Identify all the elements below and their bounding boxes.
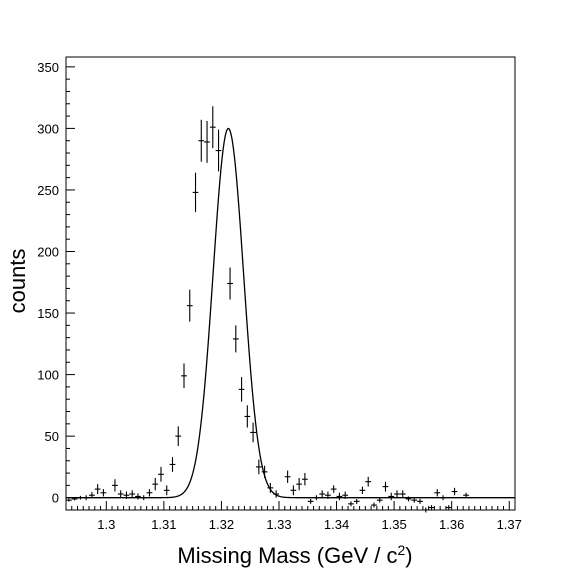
y-tick-label: 350 (37, 60, 59, 75)
data-point (198, 119, 205, 162)
plot-frame (65, 56, 516, 511)
data-point (330, 485, 337, 493)
data-point (319, 490, 326, 498)
x-tick-label: 1.37 (497, 517, 522, 532)
y-tick-label: 150 (37, 306, 59, 321)
y-tick-label: 50 (45, 429, 59, 444)
x-tick-label: 1.32 (209, 517, 234, 532)
data-point (163, 485, 170, 496)
x-tick-label: 1.36 (439, 517, 464, 532)
data-point (232, 325, 239, 353)
data-point (388, 492, 395, 501)
data-point (296, 477, 303, 491)
data-point (307, 498, 314, 504)
data-point (422, 507, 429, 513)
data-point (255, 459, 262, 475)
data-marks (66, 106, 469, 513)
data-point (463, 492, 469, 498)
data-point (250, 422, 256, 443)
y-tick-label: 300 (37, 121, 59, 136)
x-tick-label: 1.35 (381, 517, 406, 532)
data-point (209, 106, 216, 149)
data-point (302, 473, 308, 486)
data-point (238, 377, 245, 402)
data-point (371, 502, 377, 508)
data-point (411, 497, 418, 503)
data-point (152, 477, 159, 491)
data-point (348, 501, 354, 507)
y-tick-label: 100 (37, 368, 59, 383)
data-point (158, 466, 164, 482)
data-point (146, 489, 153, 497)
data-point (129, 490, 136, 498)
data-point (353, 498, 360, 504)
data-point (336, 492, 343, 501)
data-point (399, 490, 406, 498)
data-point (417, 498, 423, 504)
y-tick-label: 200 (37, 244, 59, 259)
fit-curve (66, 127, 515, 499)
x-tick-label: 1.33 (266, 517, 291, 532)
data-point (135, 493, 141, 500)
data-point (244, 405, 251, 428)
data-point (445, 505, 452, 510)
data-point (117, 490, 124, 498)
data-point (215, 129, 222, 172)
data-point (192, 172, 199, 213)
data-point (428, 505, 435, 510)
data-point (112, 479, 118, 492)
x-tick-label: 1.34 (324, 517, 349, 532)
y-tick-label: 250 (37, 183, 59, 198)
data-point (94, 484, 101, 494)
data-point (267, 482, 274, 493)
data-point (100, 489, 107, 497)
data-point (359, 486, 366, 494)
data-point (284, 470, 291, 483)
data-point (365, 476, 372, 487)
x-tick-label: 1.3 (97, 517, 115, 532)
data-point (382, 481, 389, 492)
data-point (181, 363, 187, 389)
y-axis-title: counts (5, 249, 30, 314)
x-axis-title: Missing Mass (GeV / c2) (177, 542, 412, 568)
data-point (186, 289, 193, 322)
data-point (227, 267, 233, 300)
data-point (66, 498, 72, 502)
data-point (204, 121, 210, 163)
data-point (175, 426, 182, 446)
axes: 0 50 100 150 200 250 300 350 1.3 1.31 1.32 1.33 1.34… (37, 60, 522, 532)
x-tick-label: 1.31 (151, 517, 176, 532)
data-point (451, 487, 458, 496)
y-tick-label: 0 (52, 491, 59, 506)
data-point (376, 497, 383, 503)
data-point (394, 490, 400, 498)
data-point (434, 489, 441, 497)
data-point (290, 485, 297, 496)
data-point (169, 457, 176, 472)
